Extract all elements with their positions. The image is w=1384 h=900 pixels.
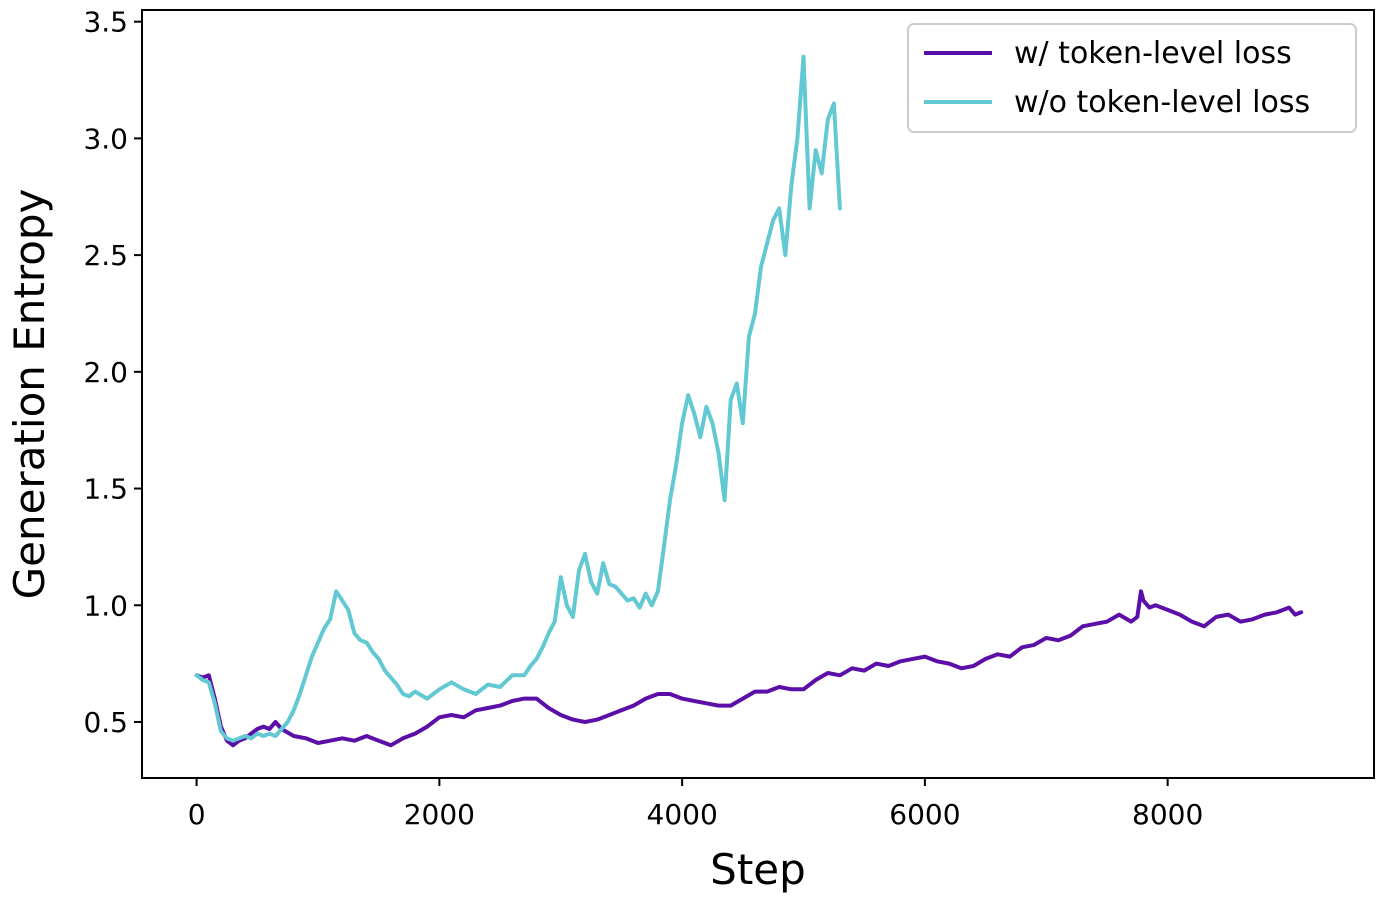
series-line-1 [194, 589, 1304, 748]
y-tick-label: 2.0 [83, 356, 128, 389]
y-tick-label: 0.5 [83, 706, 128, 739]
x-axis: 0 2000 4000 6000 8000 [188, 778, 1203, 831]
x-tick-label: 0 [188, 798, 206, 831]
y-axis-title: Generation Entropy [5, 189, 54, 600]
legend-box [907, 23, 1357, 133]
y-tick-label: 3.0 [83, 122, 128, 155]
axes-frame [141, 9, 1375, 779]
plot-area [194, 54, 1304, 748]
x-axis-title: Step [710, 845, 806, 894]
y-axis: 0.5 1.0 1.5 2.0 2.5 3.0 3.5 [83, 6, 142, 739]
x-tick-label: 6000 [889, 798, 960, 831]
series-line-2 [194, 54, 842, 743]
x-tick-label: 4000 [647, 798, 718, 831]
y-tick-label: 1.0 [83, 589, 128, 622]
y-tick-label: 3.5 [83, 6, 128, 39]
legend-label: w/o token-level loss [1014, 85, 1310, 120]
legend: w/ token-level loss w/o token-level loss [907, 23, 1357, 133]
legend-label: w/ token-level loss [1014, 36, 1292, 71]
x-tick-label: 8000 [1132, 798, 1203, 831]
y-tick-label: 2.5 [83, 239, 128, 272]
y-tick-label: 1.5 [83, 473, 128, 506]
x-tick-label: 2000 [404, 798, 475, 831]
